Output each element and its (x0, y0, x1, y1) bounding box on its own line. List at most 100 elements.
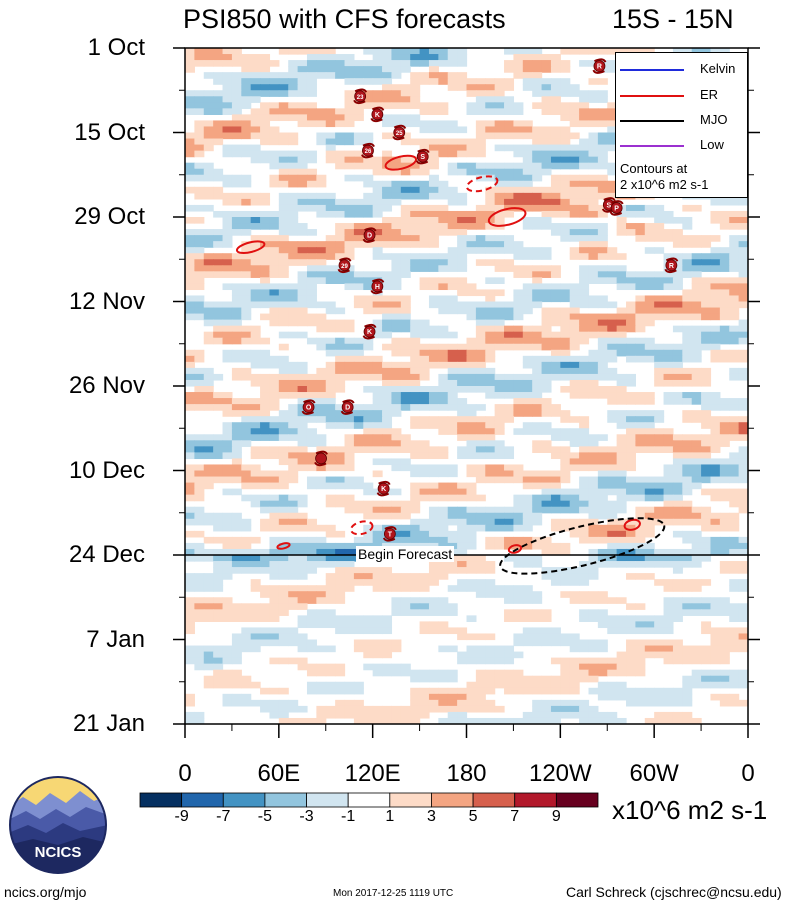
field-cell (419, 241, 430, 248)
field-cell (391, 536, 402, 544)
field-cell (391, 48, 402, 55)
field-cell (522, 198, 533, 206)
field-cell (588, 120, 599, 128)
field-cell (560, 78, 571, 85)
field-cell (428, 422, 439, 429)
field-cell (691, 717, 702, 724)
field-cell (222, 126, 233, 134)
field-cell (203, 536, 214, 544)
website-link[interactable]: ncics.org/mjo (4, 884, 87, 900)
field-cell (626, 645, 636, 653)
field-cell (532, 494, 543, 502)
field-cell (316, 241, 327, 248)
field-cell (682, 253, 693, 260)
field-cell (710, 536, 721, 544)
field-cell (269, 422, 280, 429)
field-cell (382, 645, 393, 653)
field-cell (260, 337, 271, 345)
field-cell (400, 404, 411, 411)
field-cell (654, 494, 665, 502)
field-cell (691, 681, 702, 689)
field-cell (231, 337, 242, 345)
field-cell (353, 422, 364, 429)
field-cell (626, 301, 636, 309)
field-cell (391, 72, 402, 79)
field-cell (654, 343, 665, 351)
field-cell (185, 186, 195, 194)
field-cell (654, 349, 665, 357)
field-cell (297, 283, 308, 291)
field-cell (344, 204, 355, 212)
field-cell (466, 84, 477, 91)
field-cell (278, 156, 289, 164)
field-cell (278, 561, 289, 568)
field-cell (241, 440, 252, 447)
field-cell (231, 518, 242, 526)
field-cell (400, 301, 411, 309)
field-cell (485, 355, 496, 363)
field-cell (288, 548, 299, 556)
field-cell (616, 398, 627, 405)
field-cell (316, 615, 327, 622)
field-cell (626, 319, 636, 327)
field-cell (250, 66, 261, 73)
field-cell (288, 506, 299, 514)
field-cell (691, 482, 702, 490)
field-cell (626, 530, 636, 538)
field-cell (607, 627, 618, 635)
field-cell (560, 84, 571, 91)
field-cell (250, 422, 261, 429)
field-cell (222, 307, 233, 315)
field-cell (729, 373, 740, 381)
field-cell (316, 114, 327, 122)
field-cell (579, 283, 590, 291)
field-cell (391, 180, 402, 188)
field-cell (588, 687, 599, 695)
field-cell (504, 307, 515, 315)
field-cell (372, 271, 383, 278)
field-cell (569, 464, 580, 472)
field-cell (738, 567, 748, 574)
field-cell (672, 464, 683, 472)
field-cell (288, 434, 299, 441)
field-cell (260, 548, 271, 556)
field-cell (569, 687, 580, 695)
field-cell (475, 331, 486, 339)
field-cell (663, 349, 674, 357)
field-cell (288, 217, 299, 224)
field-cell (522, 627, 533, 635)
field-cell (588, 138, 599, 146)
field-cell (457, 379, 468, 387)
field-cell (607, 488, 618, 496)
field-cell (513, 325, 524, 333)
field-cell (644, 349, 655, 357)
field-cell (635, 555, 646, 562)
field-cell (222, 72, 233, 79)
field-cell (691, 235, 702, 242)
field-cell (504, 615, 515, 622)
field-cell (269, 585, 280, 592)
field-cell (410, 440, 421, 447)
field-cell (438, 78, 449, 85)
field-cell (485, 78, 496, 85)
field-cell (260, 210, 271, 218)
field-cell (672, 373, 683, 381)
field-cell (616, 542, 627, 550)
field-cell (550, 150, 561, 158)
field-cell (550, 126, 561, 134)
field-cell (532, 156, 543, 164)
field-cell (635, 277, 646, 284)
field-cell (588, 506, 599, 514)
field-cell (306, 536, 317, 544)
field-cell (288, 301, 299, 309)
field-cell (494, 144, 505, 152)
field-cell (278, 78, 289, 85)
field-cell (457, 555, 468, 562)
field-cell (635, 210, 646, 218)
field-cell (719, 524, 730, 532)
field-cell (250, 536, 261, 544)
field-cell (231, 150, 242, 158)
field-cell (682, 392, 693, 399)
field-cell (447, 210, 458, 218)
field-cell (682, 416, 693, 423)
